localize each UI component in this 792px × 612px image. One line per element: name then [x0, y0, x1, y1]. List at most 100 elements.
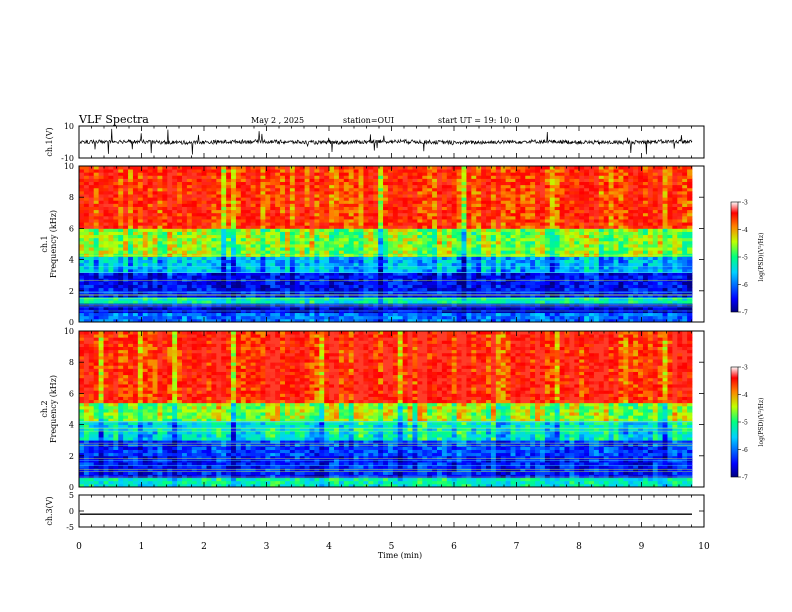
- spectrogram-cell: [289, 253, 296, 257]
- spectrogram-cell: [132, 306, 139, 310]
- spectrogram-cell: [211, 281, 217, 285]
- spectrogram-cell: [427, 278, 433, 282]
- spectrogram-cell: [132, 197, 139, 201]
- spectrogram-cell: [294, 268, 301, 273]
- spectrogram-cell: [181, 268, 188, 273]
- spectrogram-cell: [324, 203, 330, 207]
- spectrogram-cell: [353, 231, 359, 236]
- spectrogram-cell: [432, 203, 438, 207]
- spectrogram-cell: [196, 206, 202, 211]
- spectrogram-cell: [167, 281, 173, 285]
- spectrogram-cell: [662, 228, 668, 232]
- spectrogram-cell: [598, 287, 605, 292]
- spectrogram-cell: [206, 203, 212, 207]
- spectrogram-cell: [490, 247, 497, 251]
- spectrogram-cell: [642, 219, 649, 223]
- spectrogram-cell: [466, 222, 472, 226]
- spectrogram-cell: [515, 215, 521, 220]
- spectrogram-cell: [309, 262, 315, 267]
- spectrogram-cell: [167, 197, 173, 201]
- spectrogram-cell: [486, 256, 492, 260]
- spectrogram-cell: [363, 272, 369, 276]
- spectrogram-cell: [289, 278, 296, 282]
- spectrogram-cell: [564, 212, 570, 217]
- spectrogram-cell: [177, 215, 183, 220]
- spectrogram-cell: [201, 203, 207, 207]
- spectrogram-cell: [397, 318, 404, 323]
- spectrogram-cell: [436, 265, 443, 270]
- spectrogram-cell: [373, 265, 379, 270]
- spectrogram-cell: [525, 265, 531, 270]
- spectrogram-cell: [598, 244, 605, 248]
- spectrogram-cell: [137, 315, 144, 320]
- spectrogram-cell: [329, 262, 335, 267]
- spectrogram-cell: [172, 275, 178, 279]
- spectrogram-cell: [432, 234, 438, 239]
- spectrogram-cell: [378, 318, 384, 323]
- spectrogram-cell: [181, 265, 188, 270]
- spectrogram-cell: [363, 318, 369, 323]
- spectrogram-cell: [436, 306, 443, 310]
- spectrogram-cell: [216, 306, 222, 310]
- spectrogram-cell: [603, 215, 610, 220]
- spectrogram-cell: [201, 309, 207, 314]
- spectrogram-cell: [289, 318, 296, 323]
- spectrogram-cell: [574, 244, 580, 248]
- spectrogram-cell: [162, 309, 168, 314]
- spectrogram-cell: [569, 209, 575, 214]
- spectrogram-cell: [353, 237, 359, 242]
- spectrogram-cell: [441, 197, 448, 201]
- spectrogram-cell: [584, 281, 590, 285]
- spectrogram-cell: [186, 268, 193, 273]
- spectrogram-cell: [667, 256, 673, 260]
- spectrogram-cell: [608, 219, 614, 223]
- spectrogram-cell: [500, 287, 507, 292]
- spectrogram-cell: [515, 281, 521, 285]
- spectrogram-cell: [152, 250, 158, 254]
- spectrogram-cell: [436, 284, 443, 289]
- spectrogram-cell: [623, 240, 629, 245]
- spectrogram-cell: [549, 281, 556, 285]
- spectrogram-cell: [108, 281, 114, 285]
- spectrogram-cell: [535, 275, 541, 279]
- spectrogram-cell: [152, 272, 158, 276]
- spectrogram-cell: [446, 206, 453, 211]
- spectrogram-cell: [181, 212, 188, 217]
- spectrogram-cell: [123, 315, 129, 320]
- spectrogram-cell: [181, 240, 188, 245]
- spectrogram-cell: [142, 281, 149, 285]
- spectrogram-cell: [304, 225, 310, 229]
- spectrogram-cell: [539, 265, 546, 270]
- spectrogram-cell: [422, 253, 428, 257]
- spectrogram-cell: [618, 256, 624, 260]
- spectrogram-cell: [83, 268, 90, 273]
- spectrogram-cell: [128, 228, 134, 232]
- spectrogram-cell: [515, 219, 521, 223]
- spectrogram-cell: [535, 284, 541, 289]
- spectrogram-cell: [397, 250, 404, 254]
- spectrogram-cell: [402, 234, 408, 239]
- spectrogram-cell: [476, 306, 482, 310]
- spectrogram-cell: [162, 228, 168, 232]
- spectrogram-cell: [638, 318, 644, 323]
- spectrogram-cell: [181, 318, 188, 323]
- spectrogram-cell: [132, 284, 139, 289]
- spectrogram-cell: [93, 244, 100, 248]
- spectrogram-cell: [324, 315, 330, 320]
- spectrogram-cell: [260, 272, 266, 276]
- spectrogram-cell: [589, 256, 595, 260]
- spectrogram-cell: [343, 240, 350, 245]
- spectrogram-cell: [613, 315, 619, 320]
- spectrogram-cell: [123, 281, 129, 285]
- spectrogram-cell: [329, 219, 335, 223]
- spectrogram-cell: [172, 206, 178, 211]
- spectrogram-cell: [314, 240, 320, 245]
- spectrogram-cell: [402, 244, 408, 248]
- spectrogram-cell: [378, 272, 384, 276]
- spectrogram-cell: [407, 284, 413, 289]
- spectrogram-cell: [647, 209, 654, 214]
- spectrogram-cell: [417, 318, 423, 323]
- spectrogram-cell: [378, 265, 384, 270]
- spectrogram-cell: [181, 262, 188, 267]
- spectrogram-cell: [226, 203, 232, 207]
